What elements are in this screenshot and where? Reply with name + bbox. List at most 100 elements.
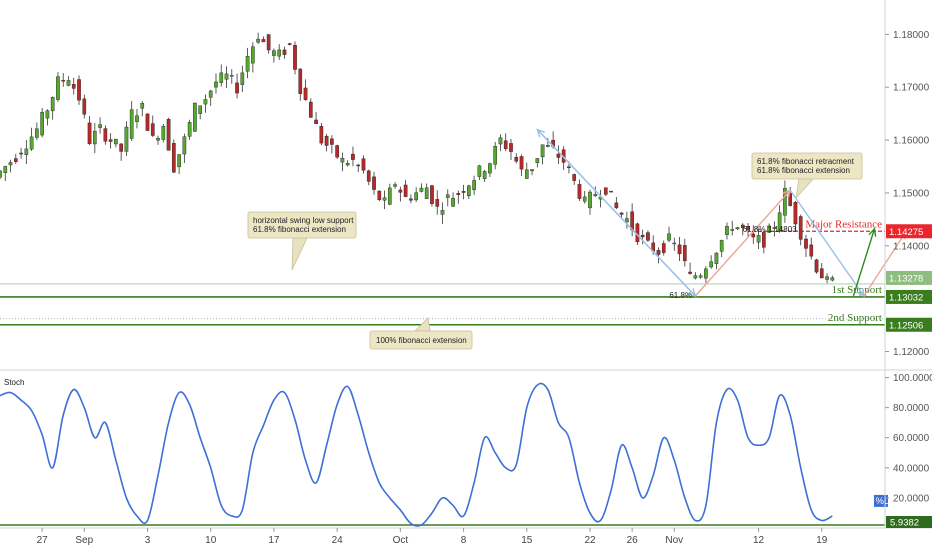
- price-tick-label: 1.15000: [893, 188, 930, 199]
- candle-body: [540, 144, 545, 158]
- stoch-tick-label: 60.0000: [893, 433, 930, 444]
- candle-body: [509, 143, 513, 152]
- candle-body: [330, 138, 334, 145]
- candle-body: [719, 240, 724, 252]
- candle-body: [430, 185, 434, 204]
- note-horizontal-support-box: [247, 211, 357, 239]
- candle-body: [287, 43, 292, 45]
- candle-body: [793, 202, 798, 225]
- first-support-price-tag-text: 1.13032: [889, 292, 923, 303]
- candle-body: [767, 225, 771, 233]
- candle-body: [704, 268, 708, 279]
- price-tick-label: 1.18000: [893, 30, 930, 41]
- candle-body: [8, 162, 13, 166]
- candle-body: [103, 128, 108, 142]
- stoch-tick-label: 20.0000: [893, 493, 930, 504]
- candle-body: [56, 76, 60, 100]
- candle-body: [414, 192, 418, 201]
- candle-body: [472, 180, 476, 191]
- stoch-badge-text: %D: [876, 496, 891, 507]
- candle-body: [577, 184, 582, 199]
- candle-body: [61, 79, 66, 82]
- price-tick-label: 1.16000: [893, 136, 930, 147]
- candle-body: [240, 72, 245, 85]
- major-resistance-label: Major Resistance: [805, 218, 882, 230]
- candle-body: [467, 185, 471, 197]
- first-support-price-tag: [886, 289, 932, 304]
- time-tick-label: Nov: [665, 535, 683, 546]
- price-tick-label: 1.14000: [893, 241, 930, 252]
- note-fib-extension: 100% fibonacci extension: [369, 317, 473, 350]
- candle-body: [108, 139, 113, 142]
- candle-body: [98, 124, 102, 128]
- candle-body: [29, 136, 34, 150]
- candle-body: [609, 190, 613, 193]
- candle-body: [382, 197, 387, 201]
- time-tick-label: 22: [584, 535, 596, 546]
- candle-body: [172, 143, 176, 173]
- annotation-notes: horizontal swing low support 61.8% fibona…: [247, 152, 863, 350]
- candle-body: [40, 112, 44, 136]
- candle-body: [451, 197, 455, 207]
- candle-body: [804, 238, 808, 249]
- candle-body: [714, 252, 719, 264]
- stoch-panel: Stoch %D: [0, 378, 891, 527]
- time-tick-label: 26: [627, 535, 639, 546]
- candle-body: [224, 73, 229, 80]
- candle-body: [129, 109, 134, 139]
- candle-body: [693, 275, 698, 279]
- bullish-arrow: [852, 228, 876, 297]
- time-tick-label: 19: [816, 535, 828, 546]
- candle-body: [361, 158, 366, 171]
- candle-body: [393, 184, 397, 187]
- candle-body: [725, 226, 729, 235]
- candle-body: [208, 90, 213, 98]
- stoch-d-line: [0, 382, 833, 527]
- candle-body: [783, 187, 787, 216]
- candle-body: [524, 169, 529, 179]
- fib-leg-arrow-up-swing: [694, 189, 791, 297]
- candle-body: [530, 169, 534, 172]
- fib-label-61-8-price: 61.8% 1.14803: [743, 225, 797, 234]
- candle-body: [87, 122, 92, 144]
- candle-body: [503, 140, 508, 149]
- current-price-tag-text: 1.13278: [889, 273, 923, 284]
- candle-body: [777, 212, 782, 232]
- candle-body: [424, 187, 429, 199]
- candle-body: [688, 271, 692, 274]
- candle-body: [546, 145, 550, 147]
- candle-body: [203, 99, 208, 105]
- candle-body: [24, 148, 29, 155]
- second-support-price-tag: [886, 317, 932, 332]
- candle-body: [150, 123, 155, 136]
- time-tick-label: 10: [205, 535, 217, 546]
- candle-body: [351, 153, 355, 160]
- candle-body: [145, 113, 150, 131]
- candle-body: [667, 233, 671, 241]
- candle-body: [119, 143, 123, 152]
- time-tick-label: Sep: [75, 535, 93, 546]
- note-horizontal-support-line-0: horizontal swing low support: [253, 216, 354, 225]
- candle-body: [535, 158, 540, 163]
- time-tick-label: 24: [332, 535, 344, 546]
- candle-body: [588, 191, 592, 209]
- candle-body: [71, 84, 76, 89]
- major-resistance-price-tag-text: 1.14275: [889, 227, 923, 238]
- candle-body: [166, 119, 171, 151]
- current-price-tag: [886, 270, 932, 285]
- candle-body: [730, 229, 735, 231]
- candle-body: [177, 154, 181, 168]
- candle-body: [756, 235, 761, 243]
- candle-body: [788, 193, 793, 206]
- candle-body: [572, 174, 577, 181]
- second-support-label: 2nd Support: [828, 312, 882, 324]
- candle-body: [82, 98, 87, 115]
- stoch-tick-label: 100.0000: [893, 373, 932, 384]
- candle-body: [482, 171, 487, 180]
- time-tick-label: 17: [268, 535, 280, 546]
- candle-body: [66, 80, 71, 86]
